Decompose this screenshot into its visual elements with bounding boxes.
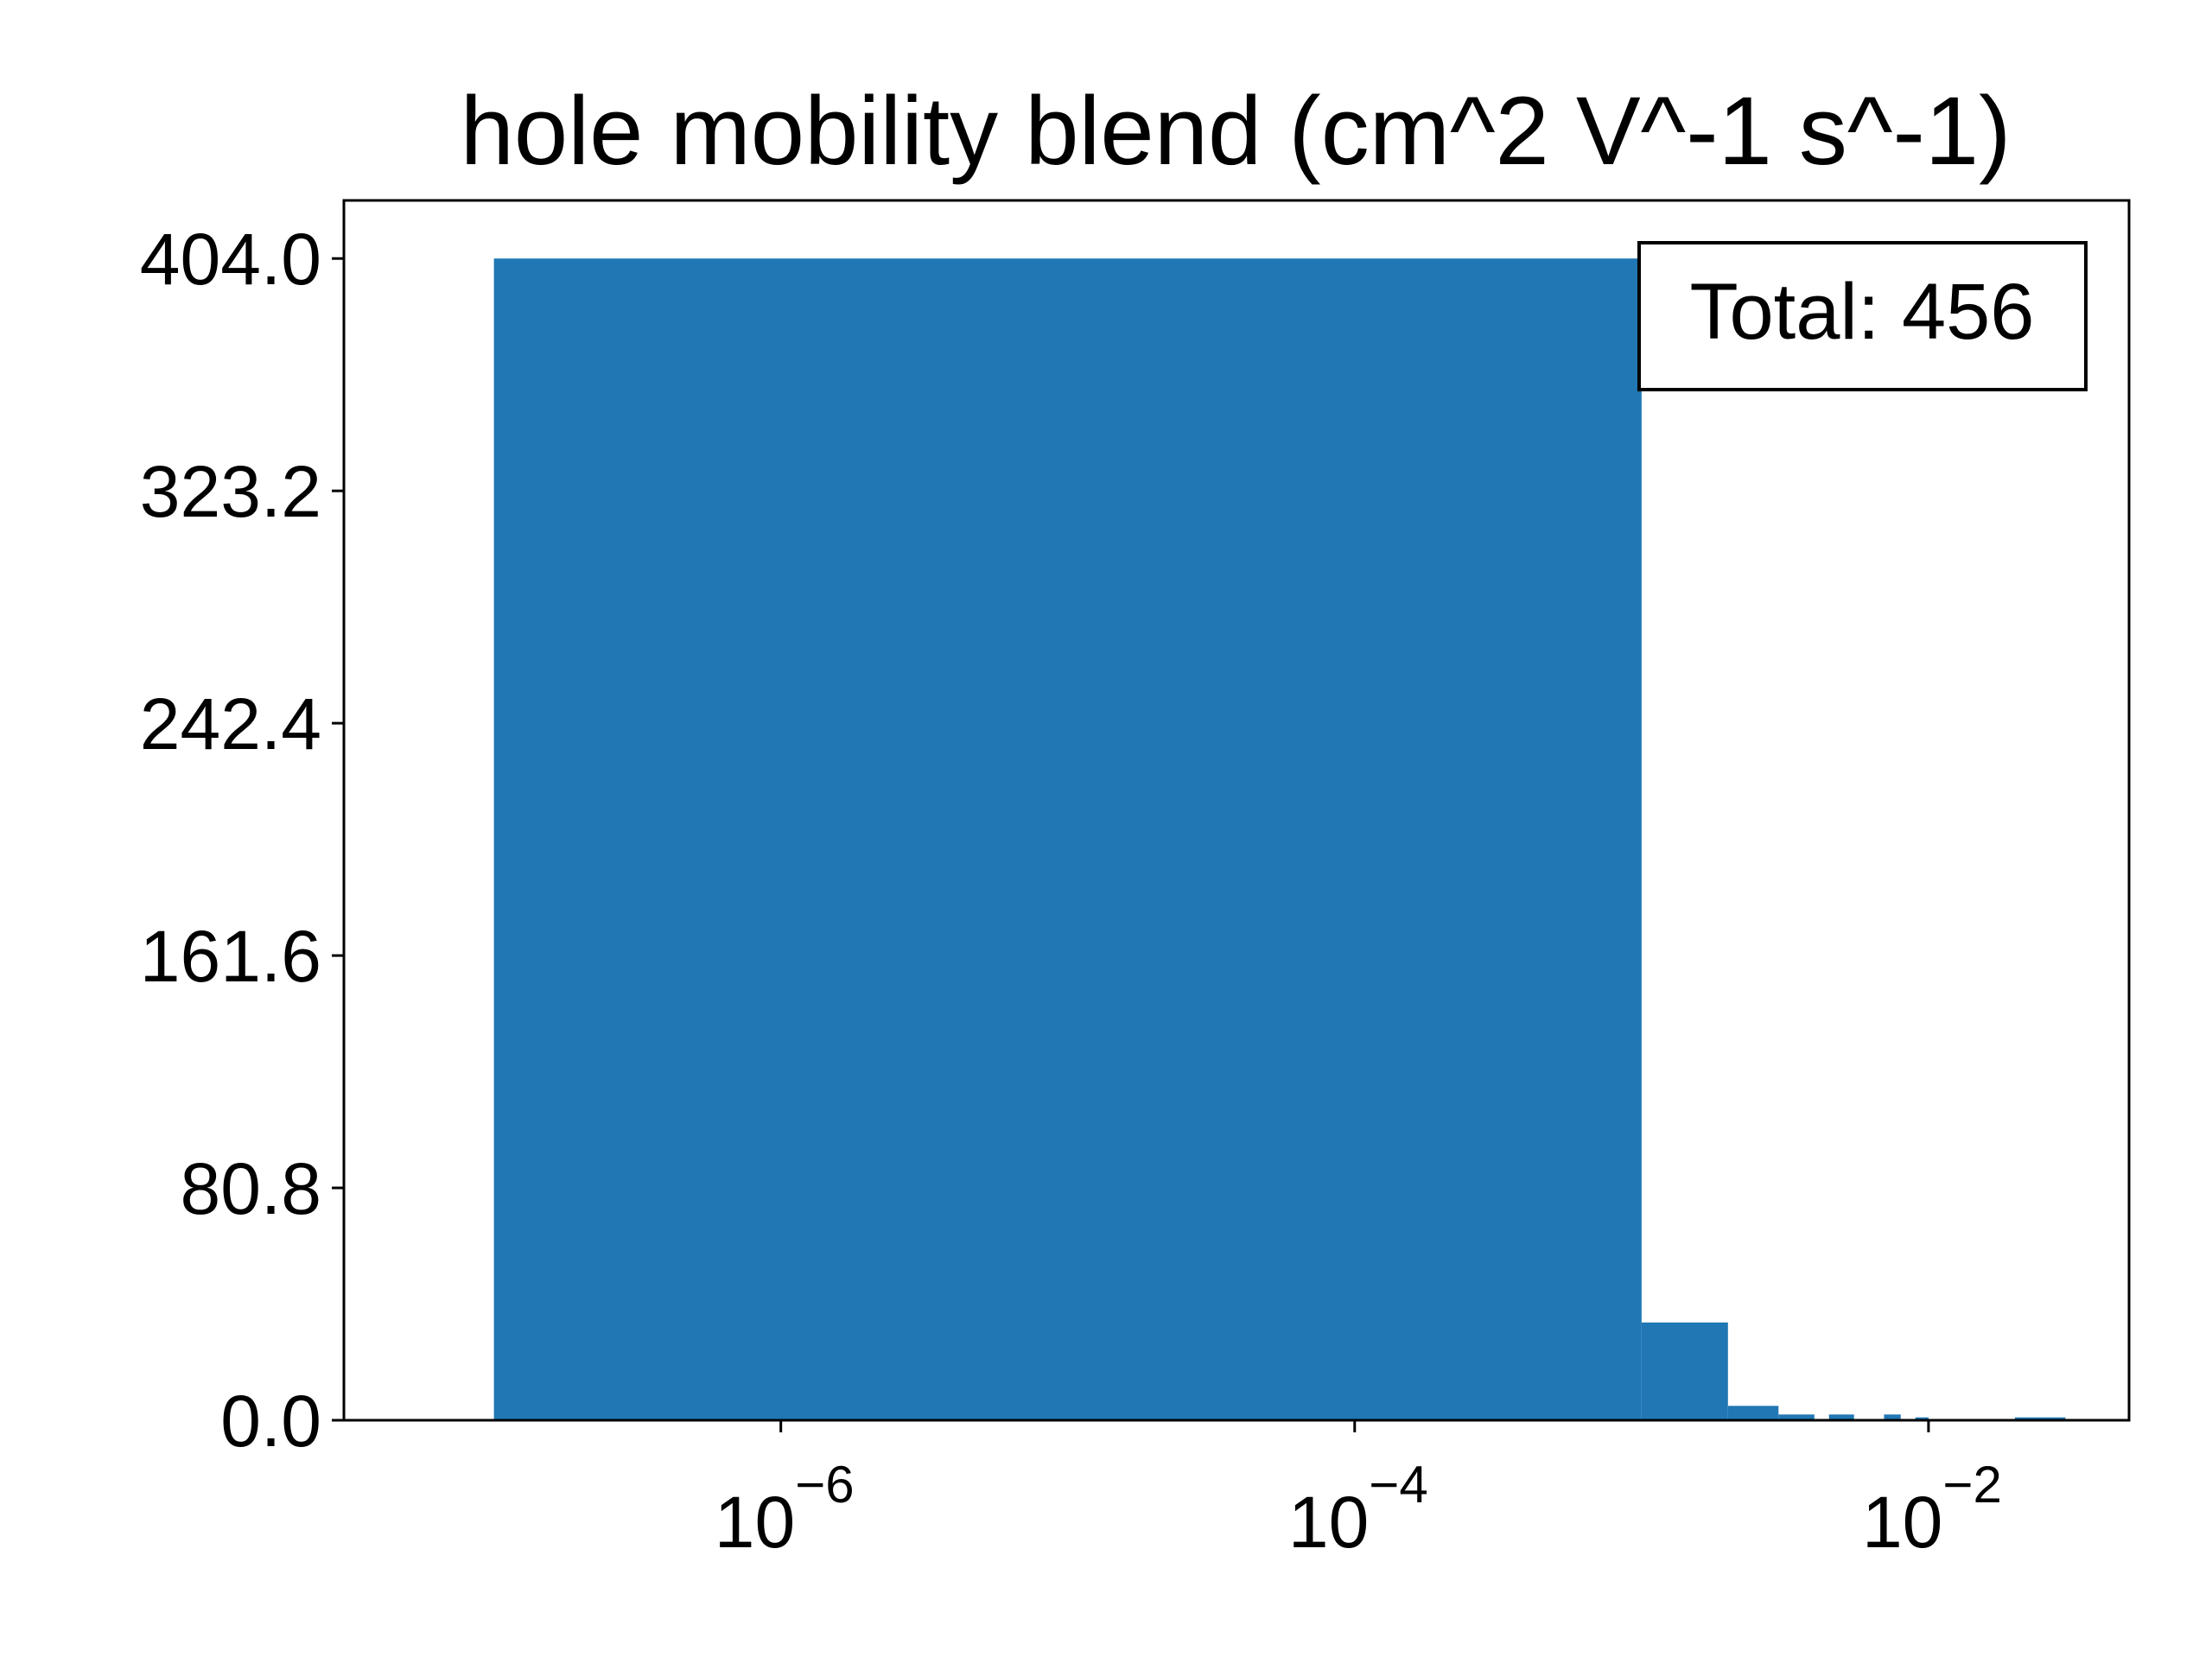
x-axis: 10−6 10−4 10−2 xyxy=(715,1420,2002,1563)
y-tick-label: 242.4 xyxy=(140,683,321,765)
histogram-bar xyxy=(1778,1414,1815,1420)
chart-title: hole mobility blend (cm^2 V^-1 s^-1) xyxy=(461,77,2012,185)
annotation-box xyxy=(1637,241,2088,391)
x-tick-exponent: −4 xyxy=(1369,1456,1427,1514)
histogram-bar xyxy=(1727,1406,1779,1420)
y-tick-label: 404.0 xyxy=(140,219,321,300)
plot-frame xyxy=(342,199,2131,1422)
histogram-bar xyxy=(1884,1414,1901,1420)
y-tick-label: 80.8 xyxy=(181,1148,322,1229)
x-tick-exponent: −6 xyxy=(795,1456,854,1514)
x-tick-label: 10−6 xyxy=(715,1456,855,1563)
histogram-bar xyxy=(1828,1414,1854,1420)
annotation-text: Total: 456 xyxy=(1690,268,2035,356)
y-axis: 0.0 80.8 161.6 242.4 323.2 404.0 xyxy=(140,219,344,1462)
y-tick-label: 161.6 xyxy=(140,916,321,997)
x-tick-base: 10 xyxy=(1288,1482,1369,1563)
histogram-bar xyxy=(493,258,1642,1421)
x-tick-base: 10 xyxy=(1862,1482,1942,1563)
x-tick-label: 10−2 xyxy=(1862,1456,2002,1563)
histogram-bar xyxy=(1641,1322,1728,1420)
x-tick-label: 10−4 xyxy=(1288,1456,1428,1563)
bars-layer xyxy=(493,258,2066,1421)
x-tick-base: 10 xyxy=(715,1482,795,1563)
histogram-bar xyxy=(2014,1417,2066,1420)
histogram-bar xyxy=(1915,1417,1929,1420)
y-tick-label: 323.2 xyxy=(140,451,321,532)
y-tick-label: 0.0 xyxy=(220,1381,321,1462)
total-annotation: Total: 456 xyxy=(1637,241,2088,391)
x-tick-exponent: −2 xyxy=(1942,1456,2001,1514)
